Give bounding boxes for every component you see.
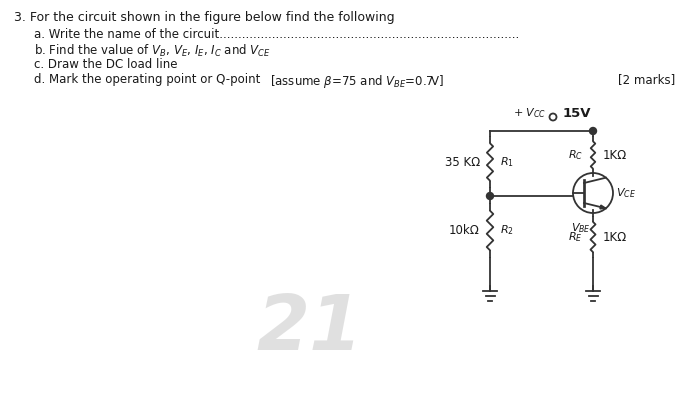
Text: 3. For the circuit shown in the figure below find the following: 3. For the circuit shown in the figure b… [14,11,395,24]
Polygon shape [600,205,606,209]
Text: $R_E$: $R_E$ [568,230,583,244]
Circle shape [589,128,596,135]
Text: [2 marks]: [2 marks] [618,73,676,86]
Text: $R_C$: $R_C$ [568,148,583,162]
Text: $R_2$: $R_2$ [500,224,514,237]
Text: 15V: 15V [563,107,592,120]
Text: b. Find the value of $V_B$, $V_E$, $I_E$, $I_C$ and $V_{CE}$: b. Find the value of $V_B$, $V_E$, $I_E$… [34,43,271,59]
Text: 21: 21 [257,292,363,366]
Text: 35 KΩ: 35 KΩ [444,156,480,169]
Text: a. Write the name of the circuit................................................: a. Write the name of the circuit........… [34,28,519,41]
Text: + $V_{CC}$: + $V_{CC}$ [512,106,546,120]
Text: $V_{BE}$: $V_{BE}$ [571,221,591,235]
Text: 10kΩ: 10kΩ [449,224,480,237]
Text: 1KΩ: 1KΩ [603,148,627,162]
Text: [assume $\beta$=75 and $V_{BE}$=0.7V]: [assume $\beta$=75 and $V_{BE}$=0.7V] [270,73,444,90]
Text: d. Mark the operating point or Q-point: d. Mark the operating point or Q-point [34,73,260,86]
Text: $R_1$: $R_1$ [500,155,514,169]
Text: 1KΩ: 1KΩ [603,230,627,244]
Text: c. Draw the DC load line: c. Draw the DC load line [34,58,178,71]
Circle shape [486,192,493,200]
Text: $V_{CE}$: $V_{CE}$ [616,186,636,200]
